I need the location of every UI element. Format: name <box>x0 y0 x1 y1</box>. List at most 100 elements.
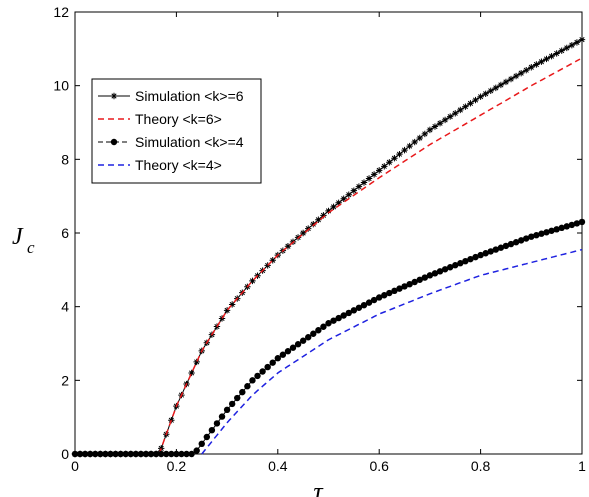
data-point <box>92 450 99 458</box>
data-point <box>152 450 160 458</box>
data-point <box>340 195 347 202</box>
data-point <box>558 47 565 54</box>
data-point <box>223 307 231 314</box>
legend-label: Theory <k=4> <box>135 157 222 173</box>
data-point <box>264 363 271 371</box>
data-point <box>122 450 129 458</box>
data-point <box>188 369 195 377</box>
data-point <box>147 450 155 458</box>
data-point <box>543 229 550 236</box>
data-point <box>472 96 479 104</box>
data-point <box>305 225 312 232</box>
data-point <box>234 394 241 402</box>
data-point <box>213 420 221 427</box>
data-point <box>320 323 327 330</box>
legend-entry: Theory <k=6> <box>98 111 222 127</box>
data-point <box>538 230 545 237</box>
data-point <box>315 216 322 223</box>
data-point <box>421 274 429 281</box>
data-point <box>482 250 489 257</box>
y-axis-label-subscript: c <box>27 238 35 257</box>
data-point <box>573 220 581 227</box>
data-point <box>360 179 368 186</box>
data-point <box>553 226 560 233</box>
data-point <box>533 61 540 68</box>
data-point <box>553 50 560 57</box>
data-point <box>431 270 439 277</box>
data-point <box>523 235 530 242</box>
data-point <box>462 257 469 265</box>
x-tick-label: 0.6 <box>369 458 389 474</box>
x-tick-label: 1 <box>578 458 586 474</box>
data-point <box>411 138 418 146</box>
data-point <box>249 277 256 285</box>
legend-marker <box>110 92 118 100</box>
legend-label: Simulation <k>=6 <box>135 88 244 104</box>
data-point <box>457 260 464 267</box>
data-point <box>477 251 484 259</box>
legend: Simulation <k>=6 Theory <k=6> Simulation <… <box>91 78 262 184</box>
data-point <box>411 278 418 286</box>
x-tick-label: 0 <box>71 458 79 474</box>
data-point <box>330 203 337 211</box>
data-point <box>446 264 454 271</box>
legend-marker <box>110 138 118 146</box>
data-point <box>401 283 408 290</box>
data-point <box>168 450 175 458</box>
y-axis-label: J <box>12 224 24 250</box>
data-point <box>370 296 378 304</box>
data-point <box>517 237 525 244</box>
data-point <box>391 287 398 295</box>
data-point <box>299 337 307 344</box>
data-point <box>107 450 114 458</box>
data-point <box>279 351 287 358</box>
data-point <box>426 272 434 279</box>
data-point <box>299 229 307 237</box>
data-point <box>396 150 403 158</box>
data-point <box>228 301 236 308</box>
data-point <box>340 312 347 319</box>
data-point <box>350 187 358 194</box>
series-line <box>201 248 583 455</box>
data-point <box>391 155 398 162</box>
data-point <box>401 146 408 154</box>
x-axis-label: τ <box>313 477 324 497</box>
data-point <box>416 134 423 142</box>
data-point <box>436 120 444 127</box>
data-point <box>188 450 195 458</box>
data-point <box>492 246 500 253</box>
data-point <box>132 450 140 458</box>
data-point <box>259 368 266 375</box>
data-point <box>345 191 352 198</box>
legend-entries: Simulation <k>=6 Theory <k=6> Simulation <… <box>98 88 244 173</box>
data-point <box>360 301 368 309</box>
legend-entry: Theory <k=4> <box>98 157 222 173</box>
data-point <box>528 233 535 240</box>
data-point <box>517 69 525 77</box>
data-point <box>578 36 586 43</box>
data-point <box>462 103 469 110</box>
data-point <box>507 75 515 83</box>
data-point <box>178 450 185 458</box>
data-point <box>406 280 413 288</box>
data-point <box>127 450 134 458</box>
data-point <box>284 348 292 355</box>
data-point <box>112 450 119 458</box>
data-point <box>284 243 292 250</box>
data-point <box>117 450 124 458</box>
data-point <box>533 232 540 239</box>
x-tick-label: 0.4 <box>268 458 288 474</box>
data-point <box>254 372 261 380</box>
data-point <box>370 171 378 178</box>
y-tick-label: 10 <box>53 78 69 94</box>
data-point <box>345 309 352 317</box>
data-point <box>568 41 576 49</box>
data-point <box>249 377 256 384</box>
data-point <box>218 413 226 420</box>
data-point <box>487 248 494 255</box>
data-point <box>310 220 317 228</box>
y-tick-label: 4 <box>61 299 69 315</box>
y-tick-label: 8 <box>61 151 69 167</box>
